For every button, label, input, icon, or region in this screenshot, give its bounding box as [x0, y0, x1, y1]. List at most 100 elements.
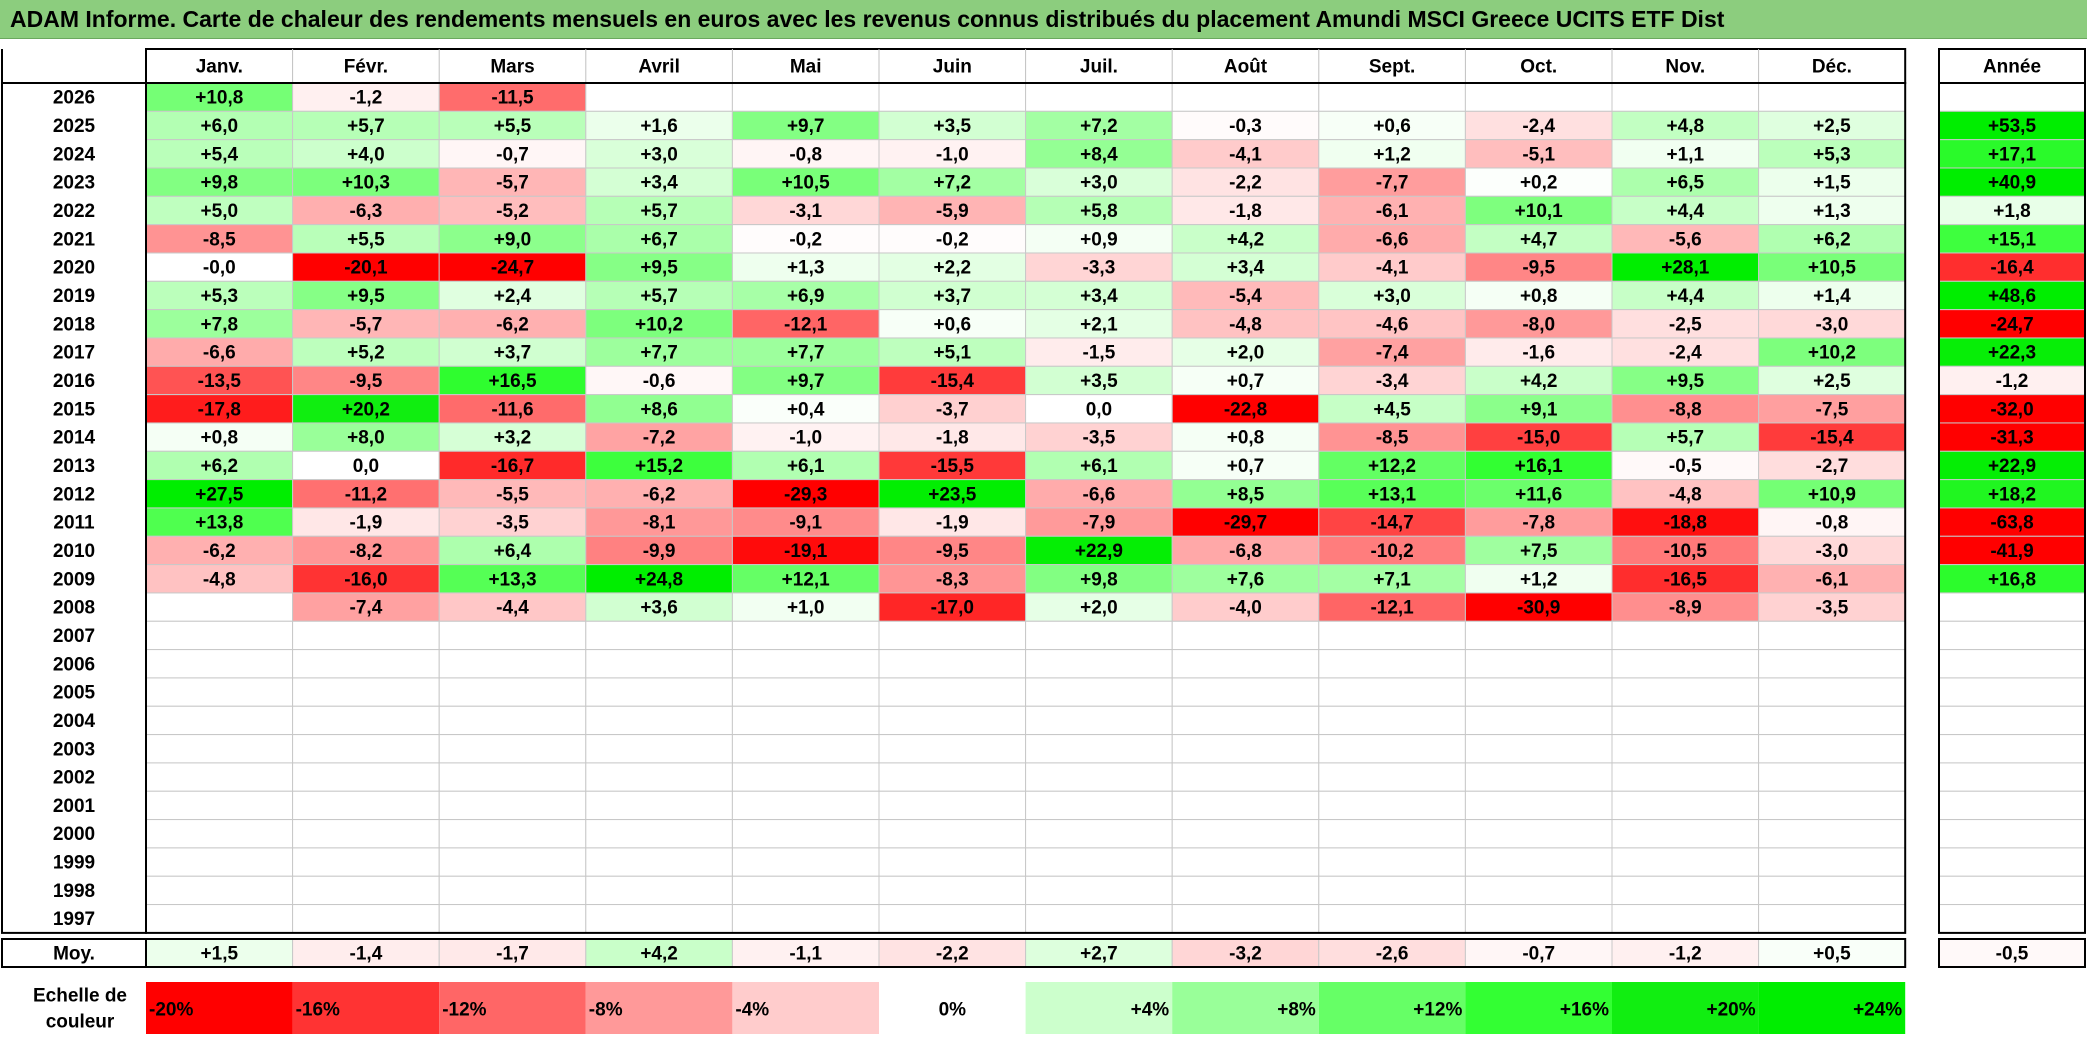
- chart-title: ADAM Informe. Carte de chaleur des rende…: [0, 0, 2087, 39]
- heatmap-cell: [1318, 677, 1466, 707]
- cell-value-label: -0,6: [643, 371, 676, 392]
- cell-value-label: -3,0: [1816, 541, 1849, 562]
- cell-value-label: -4,1: [1376, 258, 1409, 279]
- heatmap-cell: [878, 705, 1027, 736]
- cell-value-label: +7,5: [1520, 541, 1558, 562]
- annual-cell: [1938, 734, 2086, 764]
- heatmap-cell: [878, 875, 1027, 906]
- average-cell: [1318, 938, 1466, 968]
- annual-value-label: -31,3: [1990, 428, 2033, 449]
- heatmap-cell: [1318, 620, 1466, 651]
- cell-value-label: +3,0: [1373, 286, 1411, 307]
- cell-value-label: 0,0: [353, 456, 379, 477]
- heatmap-cell: [1025, 535, 1173, 566]
- annual-cell: [1938, 309, 2086, 339]
- annual-cell: [1938, 450, 2086, 481]
- heatmap-cell: [1464, 734, 1613, 764]
- heatmap-cell: [878, 592, 1027, 622]
- cell-value-label: +23,5: [928, 484, 977, 505]
- cell-value-label: -4,0: [1229, 598, 1262, 619]
- cell-value-label: -8,2: [350, 541, 383, 562]
- heatmap-cell: [878, 847, 1027, 877]
- cell-value-label: -7,8: [1522, 513, 1555, 534]
- cell-value-label: -6,6: [1083, 484, 1116, 505]
- scale-swatch: [1758, 982, 1906, 1034]
- cell-value-label: +4,7: [1520, 229, 1558, 250]
- average-value-label: -1,2: [1669, 944, 1702, 965]
- year-label: 2021: [53, 229, 96, 250]
- scale-label-line2: couleur: [46, 1012, 115, 1033]
- average-cell: [585, 938, 733, 968]
- heatmap-cell: [145, 904, 294, 934]
- cell-value-label: -8,3: [936, 569, 969, 590]
- year-label: 2006: [53, 654, 95, 675]
- annual-column-frame: [1938, 82, 2086, 934]
- heatmap-cell: [878, 224, 1027, 254]
- cell-value-label: +10,5: [782, 173, 831, 194]
- cell-value-label: +5,3: [201, 286, 239, 307]
- cell-value-label: -0,2: [789, 229, 822, 250]
- heatmap-cell: [1025, 337, 1173, 367]
- heatmap-cell: [1758, 309, 1906, 339]
- cell-value-label: -7,4: [350, 598, 383, 619]
- average-cell: [438, 938, 587, 968]
- cell-value-label: +3,4: [1080, 286, 1118, 307]
- cell-value-label: +0,8: [201, 428, 239, 449]
- average-value-label: -1,1: [789, 944, 822, 965]
- cell-value-label: -6,3: [350, 201, 383, 222]
- year-label: 2017: [53, 343, 95, 364]
- cell-value-label: -0,2: [936, 229, 969, 250]
- heatmap-cell: [1171, 734, 1320, 764]
- heatmap-cell: [292, 167, 440, 197]
- cell-value-label: -3,1: [789, 201, 822, 222]
- scale-stop-label: +20%: [1706, 1000, 1755, 1021]
- cell-value-label: +5,7: [640, 201, 678, 222]
- heatmap-cell: [438, 365, 587, 396]
- cell-value-label: -8,1: [643, 513, 676, 534]
- annual-cell: [1938, 535, 2086, 566]
- cell-value-label: +0,2: [1520, 173, 1558, 194]
- heatmap-cell: [1171, 649, 1320, 679]
- cell-value-label: -13,5: [198, 371, 242, 392]
- year-label: 2016: [53, 371, 95, 392]
- heatmap-cell: [292, 365, 440, 396]
- heatmap-cell: [1758, 620, 1906, 651]
- cell-value-label: +4,0: [347, 144, 385, 165]
- year-label: 1999: [53, 853, 95, 874]
- cell-value-label: +7,8: [201, 314, 239, 335]
- annual-value-label: +15,1: [1988, 229, 2037, 250]
- cell-value-label: -29,3: [784, 484, 827, 505]
- cell-value-label: +9,8: [201, 173, 239, 194]
- cell-value-label: +4,4: [1667, 286, 1705, 307]
- annual-value-label: -63,8: [1990, 513, 2033, 534]
- heatmap-cell: [1611, 280, 1760, 311]
- cell-value-label: -20,1: [344, 258, 388, 279]
- cell-value-label: +5,5: [347, 229, 385, 250]
- heatmap-cell: [1611, 649, 1760, 679]
- heatmap-cell: [731, 195, 880, 226]
- cell-value-label: +8,0: [347, 428, 385, 449]
- heatmap-cell: [1171, 762, 1320, 792]
- average-annual-cell: [1938, 938, 2086, 968]
- heatmap-cell: [1611, 167, 1760, 197]
- cell-value-label: -17,8: [198, 399, 241, 420]
- heatmap-cell: [145, 365, 294, 396]
- heatmap-cell: [1464, 564, 1613, 594]
- cell-value-label: -9,5: [1522, 258, 1555, 279]
- scale-stop-label: -16%: [296, 1000, 340, 1021]
- cell-value-label: +2,5: [1813, 371, 1851, 392]
- heatmap-cell: [1171, 394, 1320, 424]
- cell-value-label: -1,8: [936, 428, 969, 449]
- heatmap-cell: [585, 705, 733, 736]
- cell-value-label: -8,5: [1376, 428, 1409, 449]
- heatmap-cell: [1318, 649, 1466, 679]
- heatmap-cell: [585, 904, 733, 934]
- heatmap-cell: [145, 677, 294, 707]
- cell-value-label: +5,2: [347, 343, 385, 364]
- cell-value-label: -9,9: [643, 541, 676, 562]
- heatmap-cell: [1025, 309, 1173, 339]
- heatmap-cell: [878, 649, 1027, 679]
- heatmap-cell: [438, 110, 587, 141]
- heatmap-cell: [1318, 819, 1466, 849]
- annual-value-label: +22,3: [1988, 343, 2036, 364]
